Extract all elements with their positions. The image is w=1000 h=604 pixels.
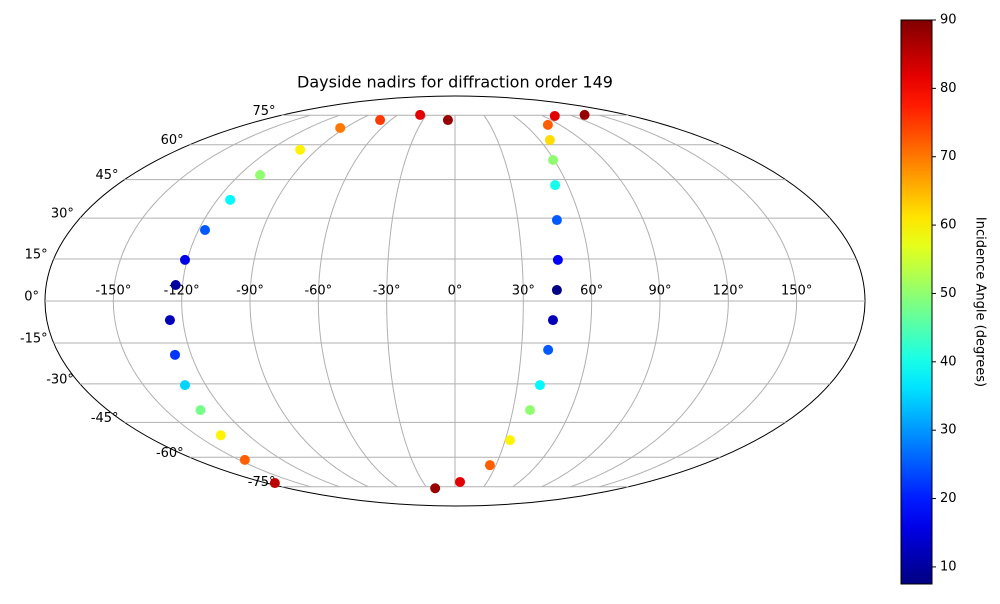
colorbar-tick-label: 80 — [940, 81, 957, 96]
data-point — [550, 180, 561, 191]
y-tick-label: -75° — [248, 475, 276, 490]
data-point — [335, 122, 346, 133]
colorbar — [900, 19, 933, 585]
colorbar-tick-label: 10 — [940, 559, 957, 574]
y-tick-label: 60° — [161, 133, 184, 148]
colorbar-tick-label: 70 — [940, 149, 957, 164]
data-point — [484, 460, 495, 471]
data-point — [225, 194, 236, 205]
y-tick-label: 75° — [252, 104, 275, 119]
data-point — [547, 315, 558, 326]
colorbar-tick-label: 90 — [940, 13, 957, 28]
grid-line — [512, 114, 593, 488]
data-point — [195, 405, 206, 416]
colorbar-tick-label: 50 — [940, 286, 957, 301]
x-tick-label: 120° — [713, 284, 744, 299]
data-point — [200, 224, 211, 235]
data-point — [543, 344, 554, 355]
x-tick-label: 90° — [648, 284, 671, 299]
y-tick-label: -45° — [91, 411, 119, 426]
data-point — [542, 119, 553, 130]
y-tick-label: 0° — [24, 290, 39, 305]
data-point — [544, 134, 555, 145]
chart-title: Dayside nadirs for diffraction order 149 — [297, 73, 613, 92]
data-point — [179, 380, 190, 391]
x-tick-label: 0° — [448, 284, 463, 299]
grid-line — [249, 114, 369, 488]
data-point — [579, 109, 590, 120]
data-point — [169, 349, 180, 360]
grid-line — [317, 114, 398, 488]
x-tick-label: -120° — [164, 284, 200, 299]
data-point — [215, 430, 226, 441]
data-point — [179, 254, 190, 265]
data-point — [551, 285, 562, 296]
x-tick-label: 30° — [512, 284, 535, 299]
data-point — [525, 405, 536, 416]
data-point — [295, 144, 306, 155]
grid-line — [386, 114, 427, 488]
data-point — [170, 279, 181, 290]
y-tick-label: -60° — [156, 446, 184, 461]
y-tick-label: -30° — [46, 372, 74, 387]
grid-line — [483, 114, 524, 488]
grid-line — [599, 114, 798, 488]
data-point — [442, 115, 453, 126]
data-point — [548, 154, 559, 165]
x-tick-label: -90° — [236, 284, 264, 299]
grid-line — [570, 114, 729, 488]
x-tick-label: -30° — [373, 284, 401, 299]
colorbar-tick-label: 20 — [940, 491, 957, 506]
data-point — [255, 169, 266, 180]
grid-line — [541, 114, 661, 488]
data-point — [269, 478, 280, 489]
data-point — [455, 476, 466, 487]
x-tick-label: 60° — [580, 284, 603, 299]
data-point — [430, 483, 441, 494]
y-tick-label: -15° — [20, 331, 48, 346]
colorbar-tick-label: 60 — [940, 218, 957, 233]
data-point — [534, 380, 545, 391]
y-tick-label: 15° — [25, 248, 48, 263]
colorbar-tick-label: 40 — [940, 354, 957, 369]
colorbar-label: Incidence Angle (degrees) — [973, 217, 988, 387]
grid-line — [112, 114, 311, 488]
y-tick-label: 45° — [96, 168, 119, 183]
data-point — [415, 109, 426, 120]
grid-line — [181, 114, 340, 488]
data-point — [505, 435, 516, 446]
data-point — [551, 215, 562, 226]
y-tick-label: 30° — [51, 207, 74, 222]
data-point — [239, 454, 250, 465]
x-tick-label: -60° — [304, 284, 332, 299]
data-point — [164, 315, 175, 326]
data-point — [552, 254, 563, 265]
x-tick-label: 150° — [781, 284, 812, 299]
colorbar-tick-label: 30 — [940, 423, 957, 438]
x-tick-label: -150° — [95, 284, 131, 299]
data-point — [375, 115, 386, 126]
data-point — [549, 110, 560, 121]
